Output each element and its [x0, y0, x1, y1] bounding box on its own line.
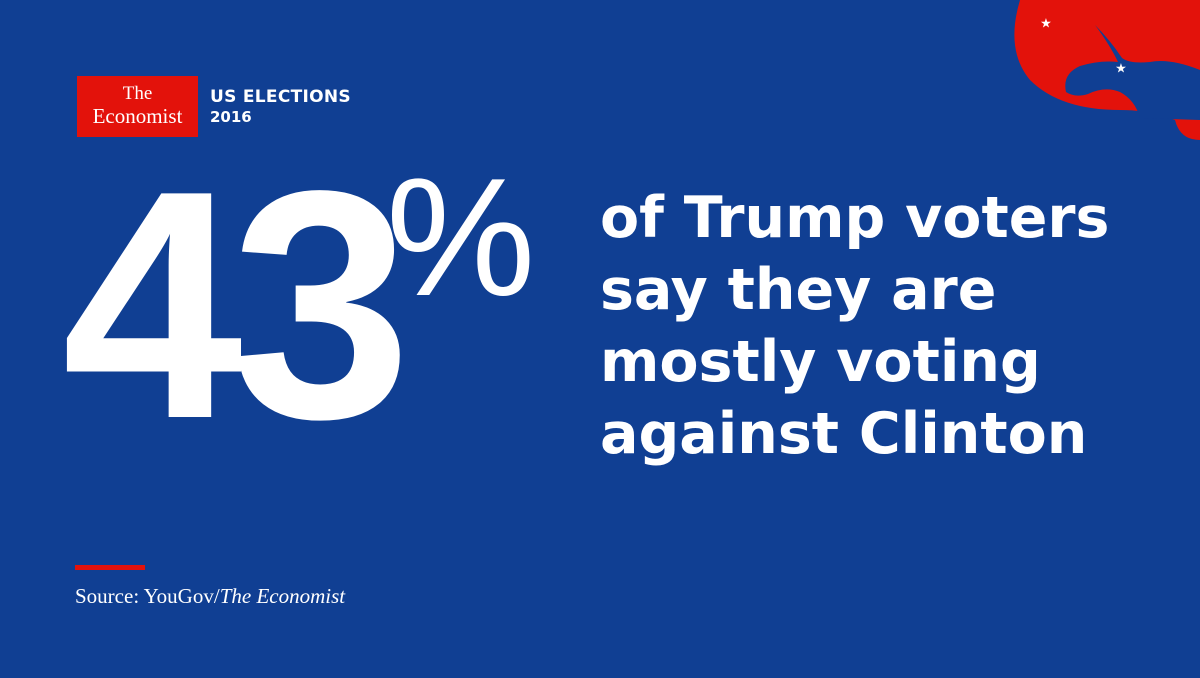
source-publication: The Economist	[219, 584, 346, 608]
logo: The Economist	[77, 76, 198, 137]
statement-line: of Trump voters	[600, 185, 1110, 251]
divider	[75, 565, 145, 570]
logo-text: The	[122, 83, 153, 104]
party-emblem: ★ ★	[1014, 0, 1200, 140]
source-prefix: Source: YouGov/	[75, 584, 220, 608]
svg-text:★: ★	[1040, 17, 1052, 32]
statement-line: mostly voting	[600, 329, 1041, 395]
logo-text: Economist	[92, 104, 183, 128]
svg-text:★: ★	[1115, 62, 1127, 77]
statement-line: say they are	[600, 257, 997, 323]
section-title: US ELECTIONS	[210, 87, 351, 107]
stat-value: 43	[62, 123, 411, 486]
statement: of Trump voters say they are mostly voting…	[600, 182, 1109, 470]
section-label: US ELECTIONS 2016	[210, 86, 351, 126]
statement-line: against Clinton	[600, 401, 1088, 467]
source: Source: YouGov/The Economist	[75, 584, 345, 609]
stat-unit: %	[386, 143, 536, 331]
section-year: 2016	[210, 108, 252, 126]
